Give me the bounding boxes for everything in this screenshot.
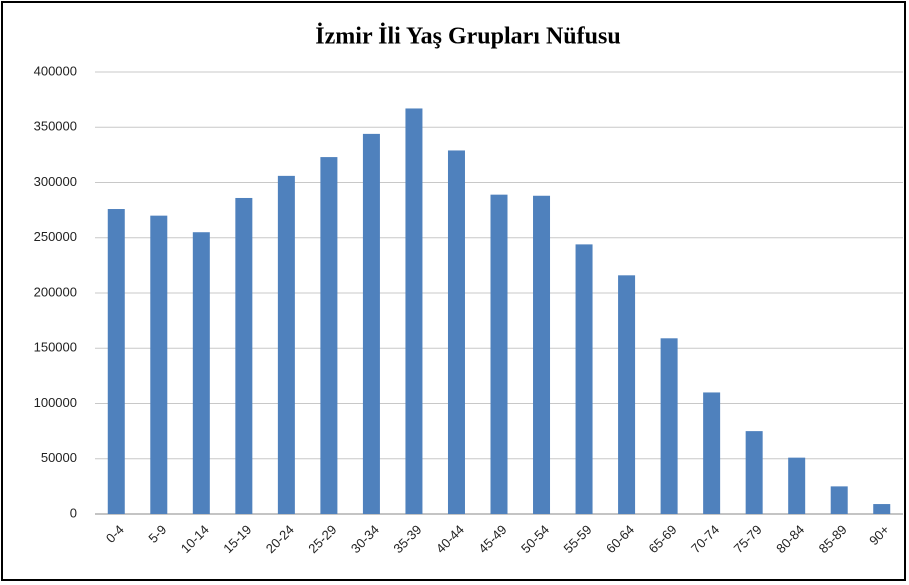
y-tick-label: 100000 [34,395,77,410]
y-tick-label: 250000 [34,229,77,244]
y-tick-label: 50000 [41,450,77,465]
bar [660,338,678,514]
bar [362,133,380,514]
y-tick-label: 150000 [34,340,77,355]
y-tick-label: 200000 [34,284,77,299]
bar [107,209,125,514]
bar [533,195,551,514]
bar [830,486,848,514]
bar [745,431,763,514]
bar [575,244,593,514]
bar [192,232,210,514]
bar [490,194,508,514]
bar [703,392,721,514]
bar [618,275,636,514]
bar [320,157,338,514]
y-tick-label: 300000 [34,174,77,189]
bar [447,150,465,514]
bar [235,197,253,514]
chart-title: İzmir İli Yaş Grupları Nüfusu [315,24,620,50]
y-tick-label: 350000 [34,119,77,134]
bar [150,215,168,514]
bar [277,175,295,514]
bar [405,108,423,514]
y-tick-label: 400000 [34,63,77,78]
bar [873,504,891,514]
bar [788,457,806,514]
y-tick-label: 0 [70,505,77,520]
